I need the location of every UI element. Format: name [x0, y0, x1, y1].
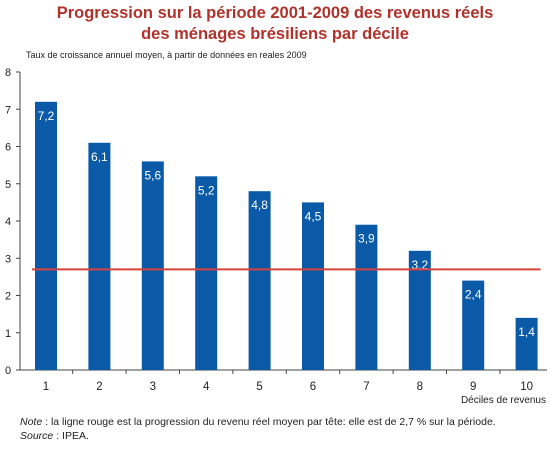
y-tick-label: 4 — [5, 216, 11, 228]
bar-decile-3 — [141, 161, 164, 370]
y-tick-label: 7 — [5, 104, 11, 116]
y-tick-label: 8 — [5, 67, 11, 79]
source-text: : IPEA. — [53, 430, 89, 442]
bar-decile-8 — [408, 250, 431, 370]
x-tick-label: 9 — [470, 381, 476, 393]
bar-decile-7 — [355, 224, 378, 370]
x-tick-label: 8 — [417, 381, 423, 393]
bar-value-label: 1,4 — [518, 325, 535, 339]
bar-value-label: 4,5 — [305, 209, 322, 223]
bar-decile-2 — [88, 142, 111, 370]
chart-source: Source : IPEA. — [20, 430, 89, 442]
bar-value-label: 4,8 — [251, 198, 268, 212]
y-tick-label: 3 — [5, 253, 11, 265]
bar-value-label: 5,2 — [198, 183, 215, 197]
bar-decile-10 — [515, 317, 538, 370]
chart-note: Note : la ligne rouge est la progression… — [20, 416, 496, 428]
x-tick-label: 1 — [43, 381, 49, 393]
note-text: : la ligne rouge est la progression du r… — [42, 416, 496, 428]
bar-value-label: 7,2 — [38, 109, 55, 123]
x-tick-label: 5 — [256, 381, 262, 393]
y-tick-label: 5 — [5, 179, 11, 191]
x-tick-label: 6 — [310, 381, 316, 393]
bar-decile-9 — [462, 280, 485, 370]
chart-subtitle: Taux de croissance annuel moyen, à parti… — [26, 50, 307, 60]
chart-title-line-1: Progression sur la période 2001-2009 des… — [56, 4, 494, 22]
bar-decile-6 — [302, 202, 324, 370]
y-tick-label: 6 — [5, 142, 11, 154]
bar-value-label: 5,6 — [144, 168, 161, 182]
x-tick-label: 3 — [150, 381, 156, 393]
bar-decile-5 — [248, 191, 271, 370]
x-tick-label: 10 — [520, 381, 533, 393]
x-tick-label: 7 — [363, 381, 369, 393]
bar-value-label: 6,1 — [91, 150, 108, 164]
bar-decile-4 — [195, 176, 218, 370]
x-tick-label: 2 — [96, 381, 102, 393]
bar-value-label: 3,2 — [411, 258, 428, 272]
x-tick-label: 4 — [203, 381, 210, 393]
y-tick-label: 2 — [5, 291, 11, 303]
bar-value-label: 3,9 — [358, 232, 375, 246]
note-label: Note — [20, 416, 43, 428]
y-tick-label: 0 — [5, 365, 11, 377]
bar-decile-1 — [35, 101, 57, 371]
chart-title-line-2: des ménages brésiliens par décile — [141, 25, 409, 43]
source-label: Source — [20, 430, 54, 442]
y-tick-label: 1 — [5, 328, 11, 340]
x-axis-label: Déciles de revenus — [461, 395, 546, 406]
bar-value-label: 2,4 — [465, 288, 482, 302]
